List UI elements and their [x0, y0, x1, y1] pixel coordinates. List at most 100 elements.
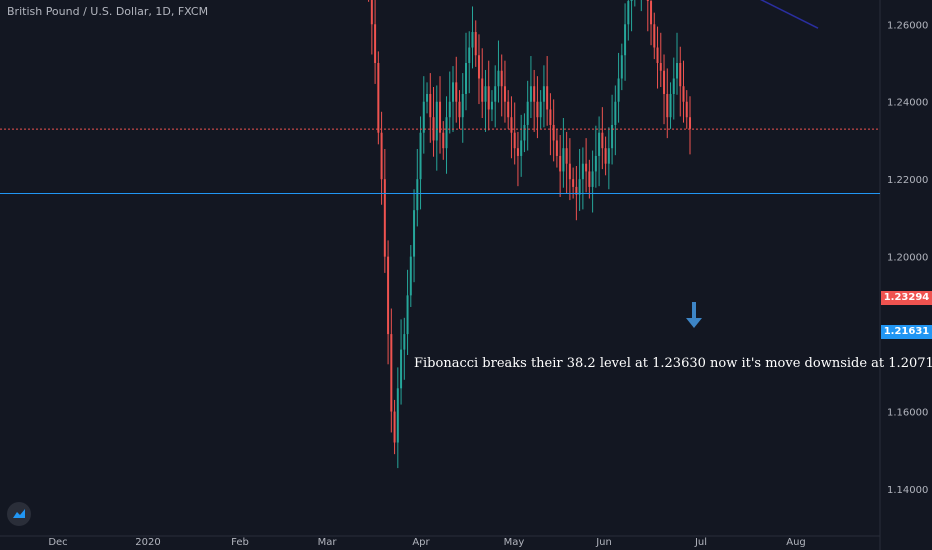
candle — [585, 138, 588, 193]
x-tick-label: Jul — [694, 537, 707, 548]
candle — [435, 85, 438, 171]
candle — [594, 125, 597, 188]
candle — [536, 76, 539, 139]
candle — [374, 0, 377, 84]
candle — [591, 150, 594, 213]
candle — [552, 99, 555, 162]
candle — [442, 121, 445, 160]
x-tick-label: 2020 — [135, 537, 160, 548]
candle — [419, 116, 422, 210]
candle — [672, 57, 675, 120]
x-axis[interactable]: Dec 2020 Feb Mar Apr May Jun Jul Aug — [48, 537, 805, 548]
candle — [403, 317, 406, 380]
candle — [439, 76, 442, 154]
candle — [429, 73, 432, 143]
candle — [383, 148, 386, 273]
y-tick-label: 1.22000 — [887, 175, 928, 186]
candles-layer — [368, 0, 691, 469]
candle — [380, 111, 383, 205]
candle — [634, 0, 636, 7]
candle — [601, 107, 604, 170]
y-axis[interactable]: 1.360001.340001.320001.300001.280001.260… — [887, 0, 928, 496]
annotation-text[interactable]: Fibonacci breaks their 38.2 level at 1.2… — [414, 356, 932, 371]
candle — [685, 90, 688, 129]
chart-title: British Pound / U.S. Dollar, 1D, FXCM — [7, 5, 209, 18]
candle — [624, 3, 627, 81]
candle — [533, 69, 536, 132]
candle — [393, 399, 396, 455]
candle — [640, 0, 642, 12]
down-arrow-icon — [686, 302, 702, 328]
candle — [474, 20, 477, 67]
candle — [390, 308, 393, 433]
x-tick-label: Apr — [412, 537, 430, 548]
candle — [646, 0, 649, 32]
tradingview-logo-icon[interactable] — [7, 502, 31, 526]
x-tick-label: Dec — [48, 537, 67, 548]
candle — [494, 65, 497, 128]
candle — [689, 96, 691, 155]
candle — [562, 117, 565, 188]
support-price-badge: 1.21631 — [881, 325, 932, 339]
candle — [468, 31, 471, 94]
candle — [611, 94, 614, 165]
candle — [549, 93, 552, 156]
candle — [426, 82, 429, 114]
candle — [516, 131, 519, 187]
candle — [523, 113, 526, 153]
candle — [555, 128, 558, 168]
candle — [520, 114, 523, 177]
candle — [669, 82, 672, 129]
x-tick-label: Aug — [786, 537, 806, 548]
candle — [484, 69, 487, 132]
candle — [568, 138, 571, 201]
x-tick-label: Jun — [595, 537, 612, 548]
candle — [461, 73, 464, 143]
candle — [400, 319, 403, 405]
candle — [650, 0, 653, 46]
candle — [406, 269, 409, 356]
candle — [377, 51, 380, 145]
candle — [627, 0, 630, 41]
candle — [529, 56, 532, 118]
y-tick-label: 1.14000 — [887, 485, 928, 496]
candle — [452, 66, 455, 132]
current-price-badge: 1.23294 — [881, 291, 932, 305]
candle — [503, 60, 506, 123]
candle — [663, 54, 666, 125]
candle — [630, 0, 633, 32]
y-tick-label: 1.24000 — [887, 98, 928, 109]
candle — [617, 52, 620, 123]
x-tick-label: Feb — [231, 537, 249, 548]
candle — [578, 148, 581, 211]
candle — [409, 245, 412, 307]
candle — [370, 0, 373, 55]
candle — [682, 60, 685, 123]
candle — [497, 40, 500, 103]
y-tick-label: 1.26000 — [887, 20, 928, 31]
candle — [413, 189, 416, 283]
candle — [513, 102, 516, 165]
candle — [656, 26, 659, 89]
candle — [604, 136, 607, 176]
candle — [542, 65, 545, 128]
candle — [653, 12, 656, 60]
candle — [659, 32, 662, 88]
candle — [448, 71, 451, 134]
x-tick-label: May — [504, 537, 525, 548]
candle — [507, 90, 510, 129]
candle — [598, 116, 601, 187]
candle — [666, 68, 669, 139]
candle — [676, 32, 679, 95]
candle — [368, 0, 370, 2]
candle — [445, 96, 448, 174]
candle — [490, 90, 493, 122]
candle — [416, 148, 419, 227]
candle — [432, 87, 435, 157]
y-tick-label: 1.16000 — [887, 408, 928, 419]
candle — [471, 6, 474, 69]
candle — [500, 54, 503, 117]
candle — [455, 56, 458, 123]
y-tick-label: 1.20000 — [887, 253, 928, 264]
